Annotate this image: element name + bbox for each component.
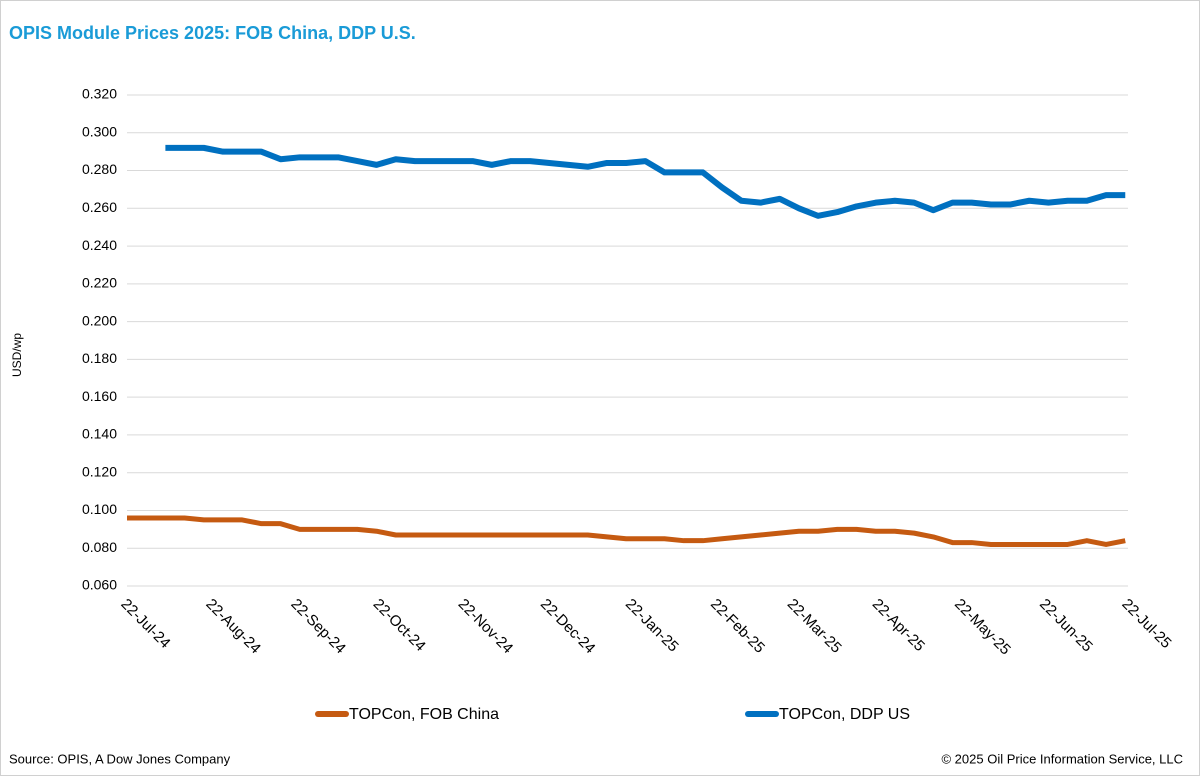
y-tick-label: 0.140	[82, 426, 117, 442]
y-axis-label: USD/wp	[10, 333, 24, 377]
y-tick-label: 0.200	[82, 312, 117, 328]
legend-label: TOPCon, DDP US	[779, 706, 910, 723]
series-line	[165, 144, 1126, 219]
y-tick-label: 0.180	[82, 350, 117, 366]
y-tick-label: 0.060	[82, 577, 117, 593]
copyright: © 2025 Oil Price Information Service, LL…	[941, 751, 1183, 766]
y-tick-label: 0.320	[82, 86, 117, 102]
legend-label: TOPCon, FOB China	[349, 706, 499, 723]
y-tick-label: 0.100	[82, 501, 117, 517]
y-tick-label: 0.080	[82, 539, 117, 555]
series-line	[127, 515, 1126, 547]
source: Source: OPIS, A Dow Jones Company	[9, 751, 231, 766]
y-tick-label: 0.240	[82, 237, 117, 253]
y-tick-label: 0.260	[82, 199, 117, 215]
y-tick-label: 0.160	[82, 388, 117, 404]
y-tick-label: 0.120	[82, 463, 117, 479]
y-tick-label: 0.300	[82, 123, 117, 139]
chart-title: OPIS Module Prices 2025: FOB China, DDP …	[9, 23, 416, 43]
y-tick-label: 0.280	[82, 161, 117, 177]
y-tick-label: 0.220	[82, 275, 117, 291]
